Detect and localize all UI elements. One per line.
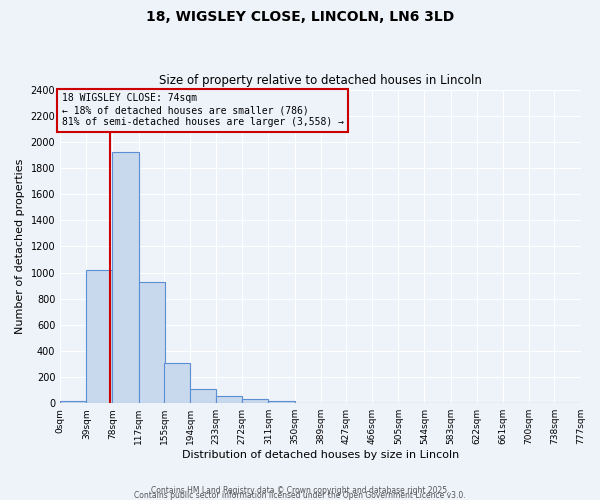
Title: Size of property relative to detached houses in Lincoln: Size of property relative to detached ho…	[159, 74, 482, 87]
Bar	[86, 270, 112, 403]
Bar	[268, 400, 295, 403]
Bar	[242, 400, 268, 403]
Bar	[216, 396, 242, 403]
Text: 18, WIGSLEY CLOSE, LINCOLN, LN6 3LD: 18, WIGSLEY CLOSE, LINCOLN, LN6 3LD	[146, 10, 454, 24]
Bar	[112, 152, 139, 403]
X-axis label: Distribution of detached houses by size in Lincoln: Distribution of detached houses by size …	[182, 450, 459, 460]
Bar	[164, 362, 190, 403]
Bar	[139, 282, 164, 403]
Bar	[190, 389, 216, 403]
Text: 18 WIGSLEY CLOSE: 74sqm
← 18% of detached houses are smaller (786)
81% of semi-d: 18 WIGSLEY CLOSE: 74sqm ← 18% of detache…	[62, 94, 344, 126]
Text: Contains public sector information licensed under the Open Government Licence v3: Contains public sector information licen…	[134, 491, 466, 500]
Y-axis label: Number of detached properties: Number of detached properties	[15, 158, 25, 334]
Text: Contains HM Land Registry data © Crown copyright and database right 2025.: Contains HM Land Registry data © Crown c…	[151, 486, 449, 495]
Bar	[60, 400, 86, 403]
